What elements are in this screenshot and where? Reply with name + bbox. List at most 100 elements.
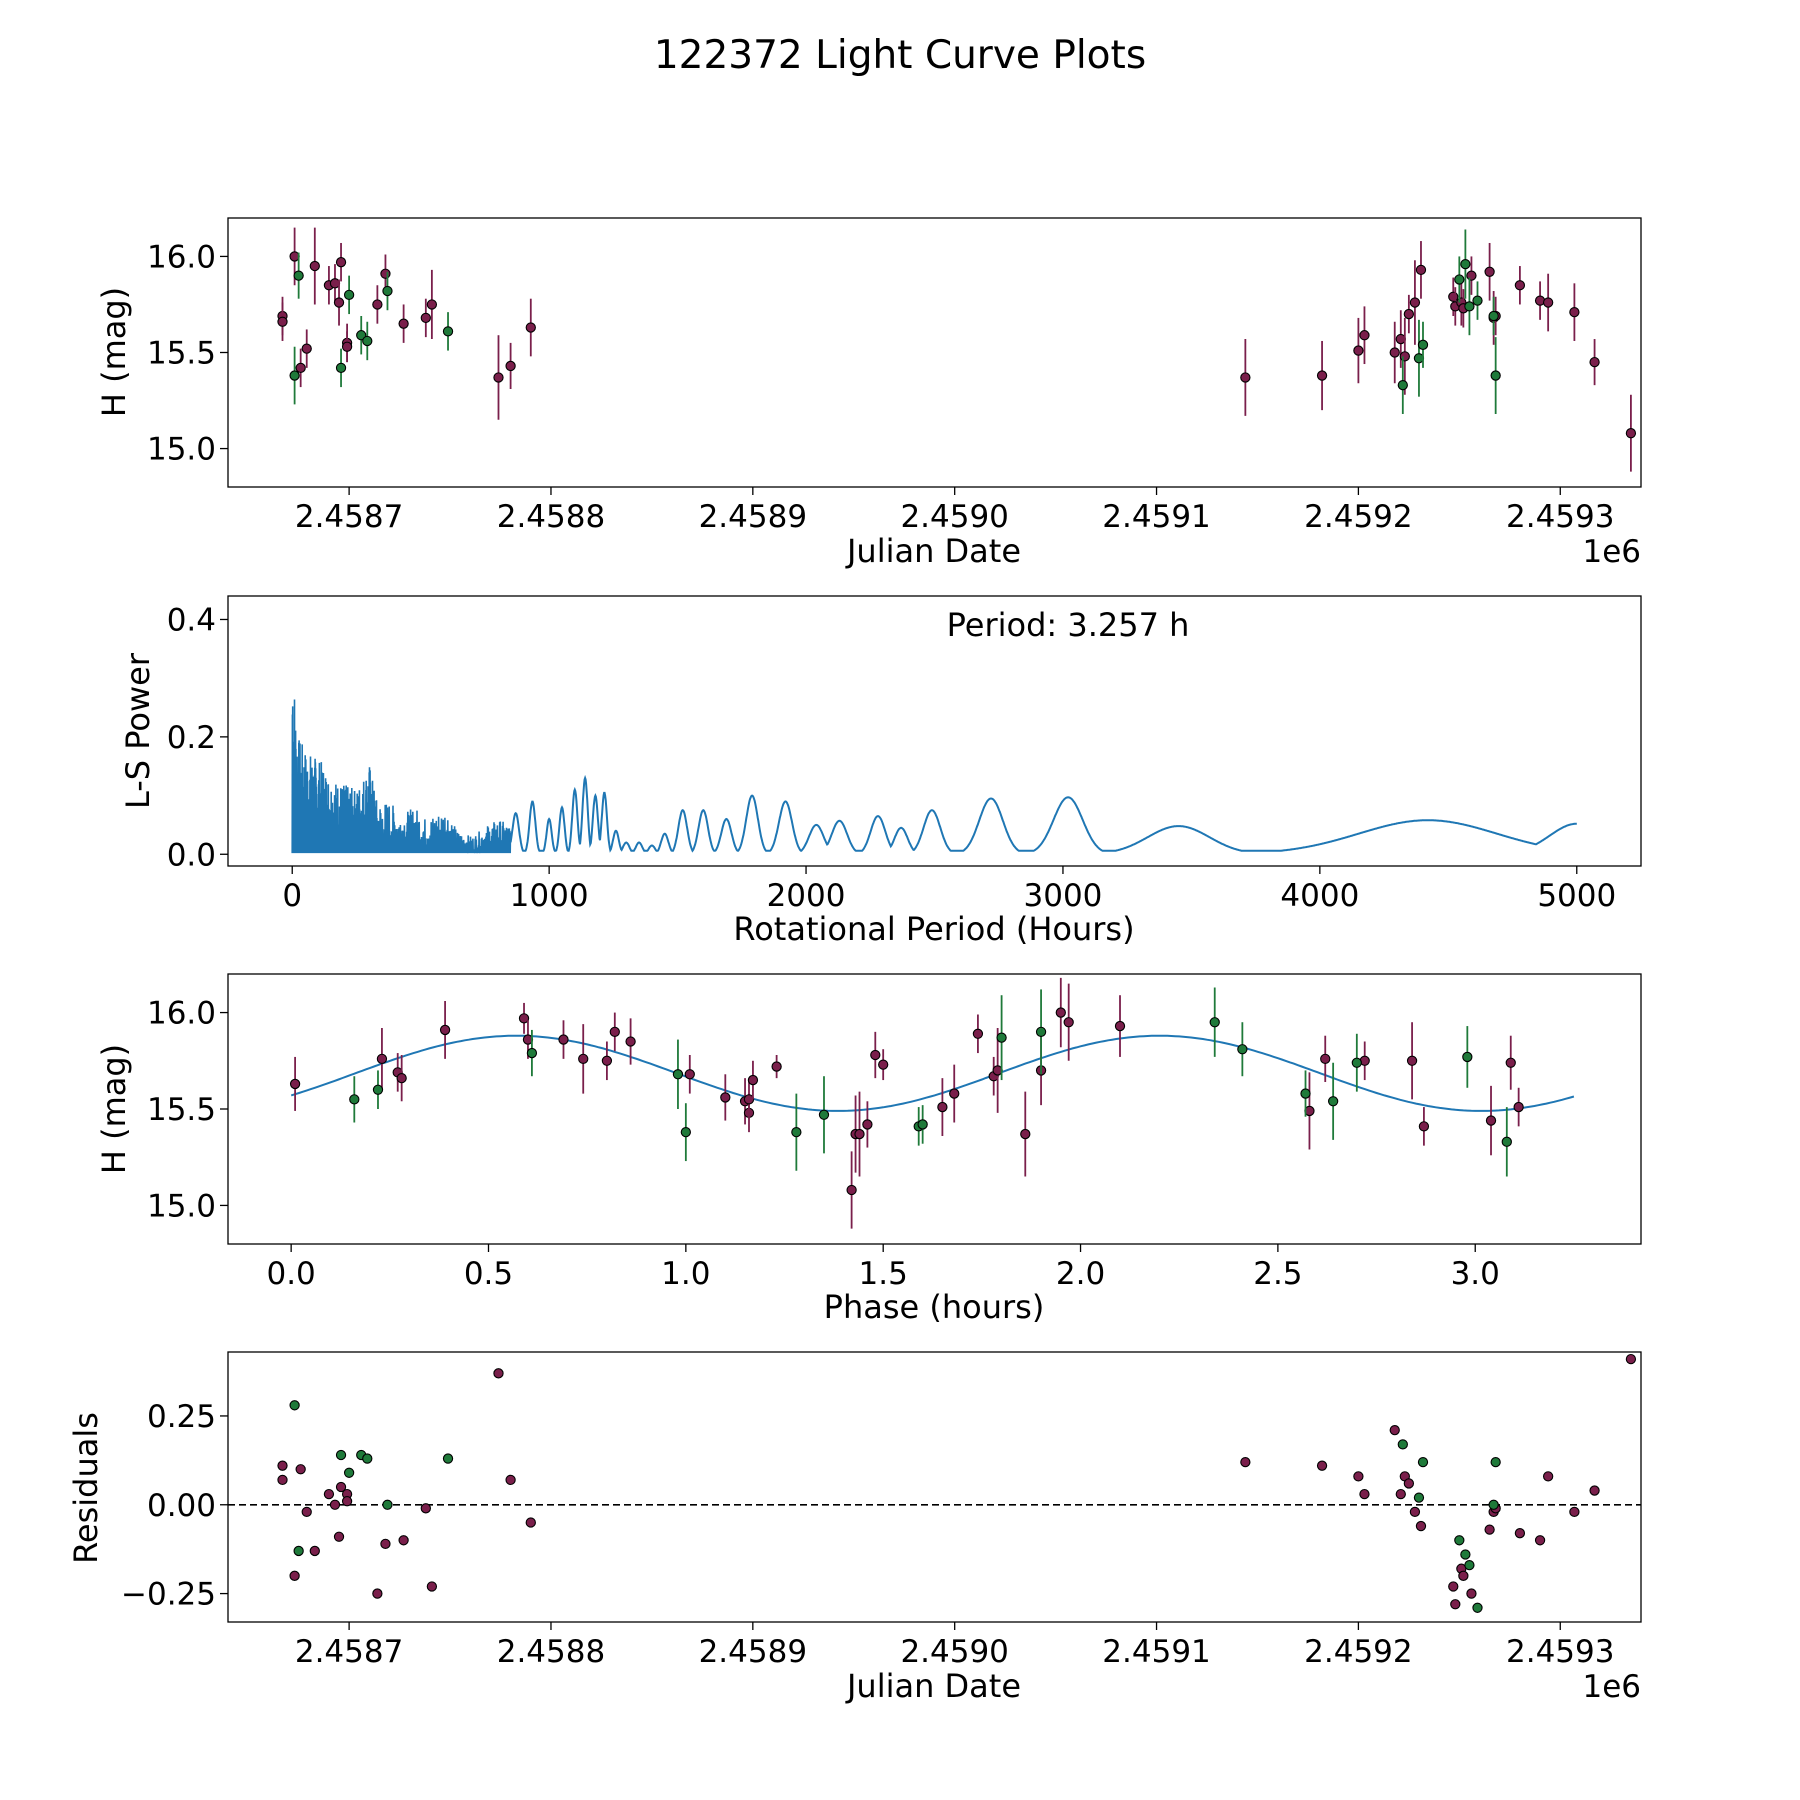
light-curve-point: [293, 270, 304, 281]
periodogram-marks: [291, 699, 1577, 854]
phase-fold-xtick-label: 3.0: [1451, 1256, 1500, 1292]
light-curve-xtick-label: 2.4592: [1304, 499, 1412, 535]
phase-fold-point: [1020, 1128, 1031, 1140]
phase-fold-point: [917, 1119, 928, 1130]
residuals-point: [293, 1545, 304, 1557]
phase-fold-frame: [227, 973, 1642, 1245]
light-curve-point: [1569, 306, 1580, 318]
residuals-point: [1397, 1439, 1408, 1450]
light-curve-xlabel: Julian Date: [845, 532, 1021, 570]
residuals-point: [277, 1460, 288, 1471]
residuals-point: [1472, 1602, 1483, 1613]
figure-title: 122372 Light Curve Plots: [654, 33, 1146, 78]
periodogram-ylabel: L-S Power: [119, 652, 157, 809]
residuals-point: [1409, 1506, 1421, 1518]
periodogram-forest: [291, 699, 512, 854]
periodogram-ytick-label: 0.0: [167, 837, 216, 873]
periodogram-xlabel: Rotational Period (Hours): [733, 910, 1134, 948]
phase-fold-point: [996, 1032, 1007, 1043]
residuals-point: [1542, 1471, 1554, 1482]
phase-fold-xtick-label: 0.0: [266, 1256, 315, 1292]
light-curve-point: [1589, 356, 1600, 368]
residuals-point: [1417, 1456, 1429, 1468]
light-curve-ticks: 2.4587 2.4588 2.4589 2.4590 2.4591 2.4592 2.45…: [147, 239, 1615, 535]
light-curve-xtick-label: 2.4589: [699, 499, 807, 535]
residuals-point: [341, 1496, 353, 1507]
phase-fold-point: [1462, 1051, 1473, 1063]
residuals-point: [289, 1400, 300, 1411]
light-curve-point: [1403, 308, 1415, 320]
residuals-point: [335, 1449, 347, 1461]
phase-fold-point: [846, 1184, 857, 1196]
phase-fold-xtick-label: 2.0: [1056, 1256, 1105, 1292]
residuals-point: [289, 1570, 300, 1581]
phase-fold-point: [1513, 1101, 1524, 1113]
residuals-panel: 2.4587 2.4588 2.4589 2.4590 2.4591 2.4592 2.45…: [67, 1351, 1642, 1705]
phase-fold-xtick-label: 2.5: [1253, 1256, 1302, 1292]
residuals-point: [1353, 1471, 1364, 1482]
phase-fold-point: [972, 1028, 984, 1039]
residuals-ticks: 2.4587 2.4588 2.4589 2.4590 2.4591 2.4592 2.45…: [121, 1399, 1614, 1670]
residuals-point: [1464, 1560, 1475, 1571]
light-curve-point: [289, 370, 300, 381]
light-curve-point: [335, 257, 347, 268]
phase-fold-point: [601, 1055, 613, 1066]
light-curve-point: [1625, 428, 1637, 439]
phase-fold-point: [439, 1024, 451, 1036]
residuals-point: [1450, 1599, 1461, 1610]
phase-fold-point: [1035, 1026, 1047, 1038]
light-curve-point: [1359, 330, 1370, 341]
light-curve-point: [1464, 301, 1475, 312]
residuals-point: [329, 1499, 341, 1510]
phase-fold-point: [747, 1074, 759, 1086]
light-curve-ytick-label: 16.0: [147, 239, 216, 275]
residuals-point: [382, 1499, 393, 1510]
periodogram-xtick-label: 2000: [767, 878, 846, 914]
residuals-ytick-label: 0.00: [147, 1488, 216, 1524]
periodogram-xtick-label: 5000: [1537, 878, 1616, 914]
phase-fold-point: [372, 1084, 384, 1095]
phase-fold-point: [771, 1061, 782, 1072]
residuals-point: [1484, 1524, 1495, 1535]
residuals-point: [1395, 1488, 1406, 1500]
light-curve-point: [372, 299, 383, 310]
light-curve-point: [1409, 297, 1421, 308]
phase-fold-ytick-label: 15.0: [147, 1188, 216, 1224]
periodogram-ticks: 0 1000 2000 3000 4000 5000 0.0 0.2 0.4: [167, 602, 1617, 914]
light-curve-xtick-label: 2.4587: [295, 499, 403, 535]
light-curve-point: [1460, 258, 1471, 270]
light-curve-panel: 2.4587 2.4588 2.4589 2.4590 2.4591 2.4592 2.45…: [95, 217, 1642, 570]
phase-fold-point: [1237, 1044, 1248, 1055]
phase-fold-point: [609, 1026, 620, 1038]
residuals-point: [1488, 1499, 1499, 1510]
phase-fold-point: [376, 1053, 388, 1065]
light-curve-point: [341, 341, 353, 352]
light-curve-point: [335, 362, 347, 374]
phase-fold-point: [1320, 1053, 1331, 1065]
residuals-ytick-label: −0.25: [121, 1577, 216, 1613]
phase-fold-point: [1406, 1055, 1418, 1066]
phase-fold-point: [720, 1092, 731, 1103]
residuals-offset-label: 1e6: [1582, 1669, 1641, 1705]
light-curve-ylabel: H (mag): [95, 287, 133, 417]
residuals-marks: [228, 1353, 1641, 1613]
residuals-ylabel: Residuals: [67, 1412, 105, 1564]
light-curve-point: [362, 335, 373, 347]
residuals-point: [1240, 1456, 1251, 1468]
light-curve-marks: [277, 227, 1637, 472]
phase-fold-xtick-label: 1.0: [661, 1256, 710, 1292]
phase-fold-ticks: 0.0 0.5 1.0 1.5 2.0 2.5 3.0 15.0 15.5 16.0: [147, 996, 1500, 1292]
light-curve-xtick-label: 2.4590: [900, 499, 1008, 535]
phase-fold-point: [1327, 1096, 1339, 1107]
phase-fold-point: [518, 1013, 530, 1024]
phase-fold-ytick-label: 16.0: [147, 996, 216, 1032]
residuals-point: [380, 1538, 391, 1549]
phase-fold-point: [396, 1072, 407, 1084]
light-curve-point: [380, 268, 391, 279]
phase-fold-point: [1505, 1057, 1516, 1068]
residuals-xtick-label: 2.4593: [1506, 1634, 1614, 1670]
phase-fold-ylabel: H (mag): [95, 1044, 133, 1174]
phase-fold-point: [1300, 1088, 1311, 1099]
phase-fold-point: [1055, 1007, 1066, 1018]
